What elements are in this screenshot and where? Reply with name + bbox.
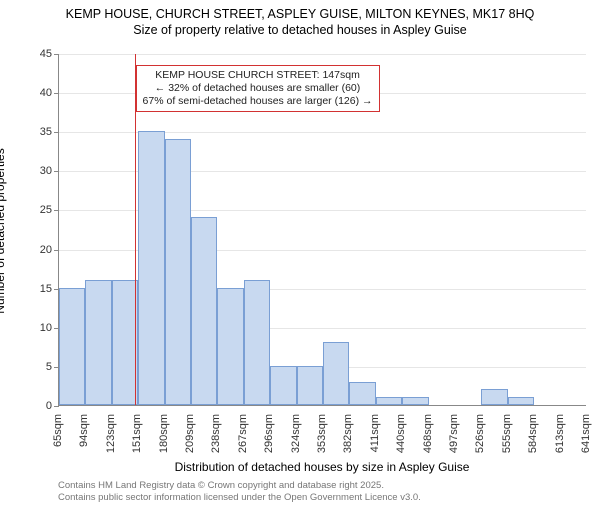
xtick-label: 151sqm	[131, 414, 143, 453]
xtick-label: 324sqm	[290, 414, 302, 453]
xtick-label: 209sqm	[184, 414, 196, 453]
ytick-label: 40	[22, 87, 52, 99]
xtick-label: 468sqm	[422, 414, 434, 453]
histogram-bar	[402, 397, 428, 405]
histogram-bar	[138, 131, 164, 405]
xtick-label: 296sqm	[263, 414, 275, 453]
ytick-label: 15	[22, 283, 52, 295]
xtick-label: 382sqm	[342, 414, 354, 453]
xtick-label: 65sqm	[52, 414, 64, 447]
histogram-bar	[270, 366, 296, 405]
ytick-mark	[54, 54, 59, 55]
ytick-mark	[54, 171, 59, 172]
xtick-label: 613sqm	[554, 414, 566, 453]
ytick-mark	[54, 250, 59, 251]
ytick-label: 35	[22, 126, 52, 138]
histogram-bar	[481, 389, 507, 405]
xtick-label: 238sqm	[210, 414, 222, 453]
title-line1: KEMP HOUSE, CHURCH STREET, ASPLEY GUISE,…	[66, 7, 535, 21]
ytick-label: 30	[22, 165, 52, 177]
xtick-label: 497sqm	[448, 414, 460, 453]
xtick-label: 94sqm	[78, 414, 90, 447]
ytick-mark	[54, 406, 59, 407]
y-axis-title: Number of detached properties	[0, 55, 7, 407]
gridline	[59, 54, 586, 55]
credits-line2: Contains public sector information licen…	[58, 492, 421, 503]
credits: Contains HM Land Registry data © Crown c…	[58, 480, 421, 504]
x-axis-title: Distribution of detached houses by size …	[58, 460, 586, 474]
annotation-line2: ← 32% of detached houses are smaller (60…	[155, 82, 360, 94]
credits-line1: Contains HM Land Registry data © Crown c…	[58, 480, 384, 491]
ytick-label: 5	[22, 361, 52, 373]
annotation-line1: KEMP HOUSE CHURCH STREET: 147sqm	[155, 69, 360, 81]
xtick-label: 353sqm	[316, 414, 328, 453]
xtick-label: 267sqm	[237, 414, 249, 453]
histogram-bar	[165, 139, 191, 405]
ytick-label: 25	[22, 204, 52, 216]
ytick-mark	[54, 132, 59, 133]
chart-title: KEMP HOUSE, CHURCH STREET, ASPLEY GUISE,…	[0, 6, 600, 39]
annotation-line3: 67% of semi-detached houses are larger (…	[143, 95, 373, 107]
histogram-bar	[323, 342, 349, 405]
xtick-label: 411sqm	[369, 414, 381, 452]
ytick-label: 20	[22, 244, 52, 256]
plot-area: KEMP HOUSE CHURCH STREET: 147sqm ← 32% o…	[58, 54, 586, 406]
histogram-bar	[349, 382, 375, 405]
histogram-bar	[59, 288, 85, 405]
histogram-bar	[217, 288, 243, 405]
ytick-mark	[54, 93, 59, 94]
ytick-label: 45	[22, 48, 52, 60]
histogram-bar	[191, 217, 217, 405]
xtick-label: 123sqm	[105, 414, 117, 453]
histogram-bar	[297, 366, 323, 405]
title-line2: Size of property relative to detached ho…	[133, 23, 467, 37]
histogram-bar	[244, 280, 270, 405]
ytick-mark	[54, 210, 59, 211]
ytick-label: 0	[22, 400, 52, 412]
histogram-bar	[85, 280, 111, 405]
xtick-label: 440sqm	[395, 414, 407, 453]
xtick-label: 526sqm	[474, 414, 486, 453]
xtick-label: 555sqm	[501, 414, 513, 453]
xtick-label: 180sqm	[158, 414, 170, 453]
ytick-label: 10	[22, 322, 52, 334]
xtick-label: 641sqm	[580, 414, 592, 453]
xtick-label: 584sqm	[527, 414, 539, 453]
histogram-bar	[508, 397, 534, 405]
annotation-box: KEMP HOUSE CHURCH STREET: 147sqm ← 32% o…	[136, 65, 380, 112]
chart-area: Number of detached properties KEMP HOUSE…	[58, 54, 586, 406]
histogram-bar	[376, 397, 402, 405]
